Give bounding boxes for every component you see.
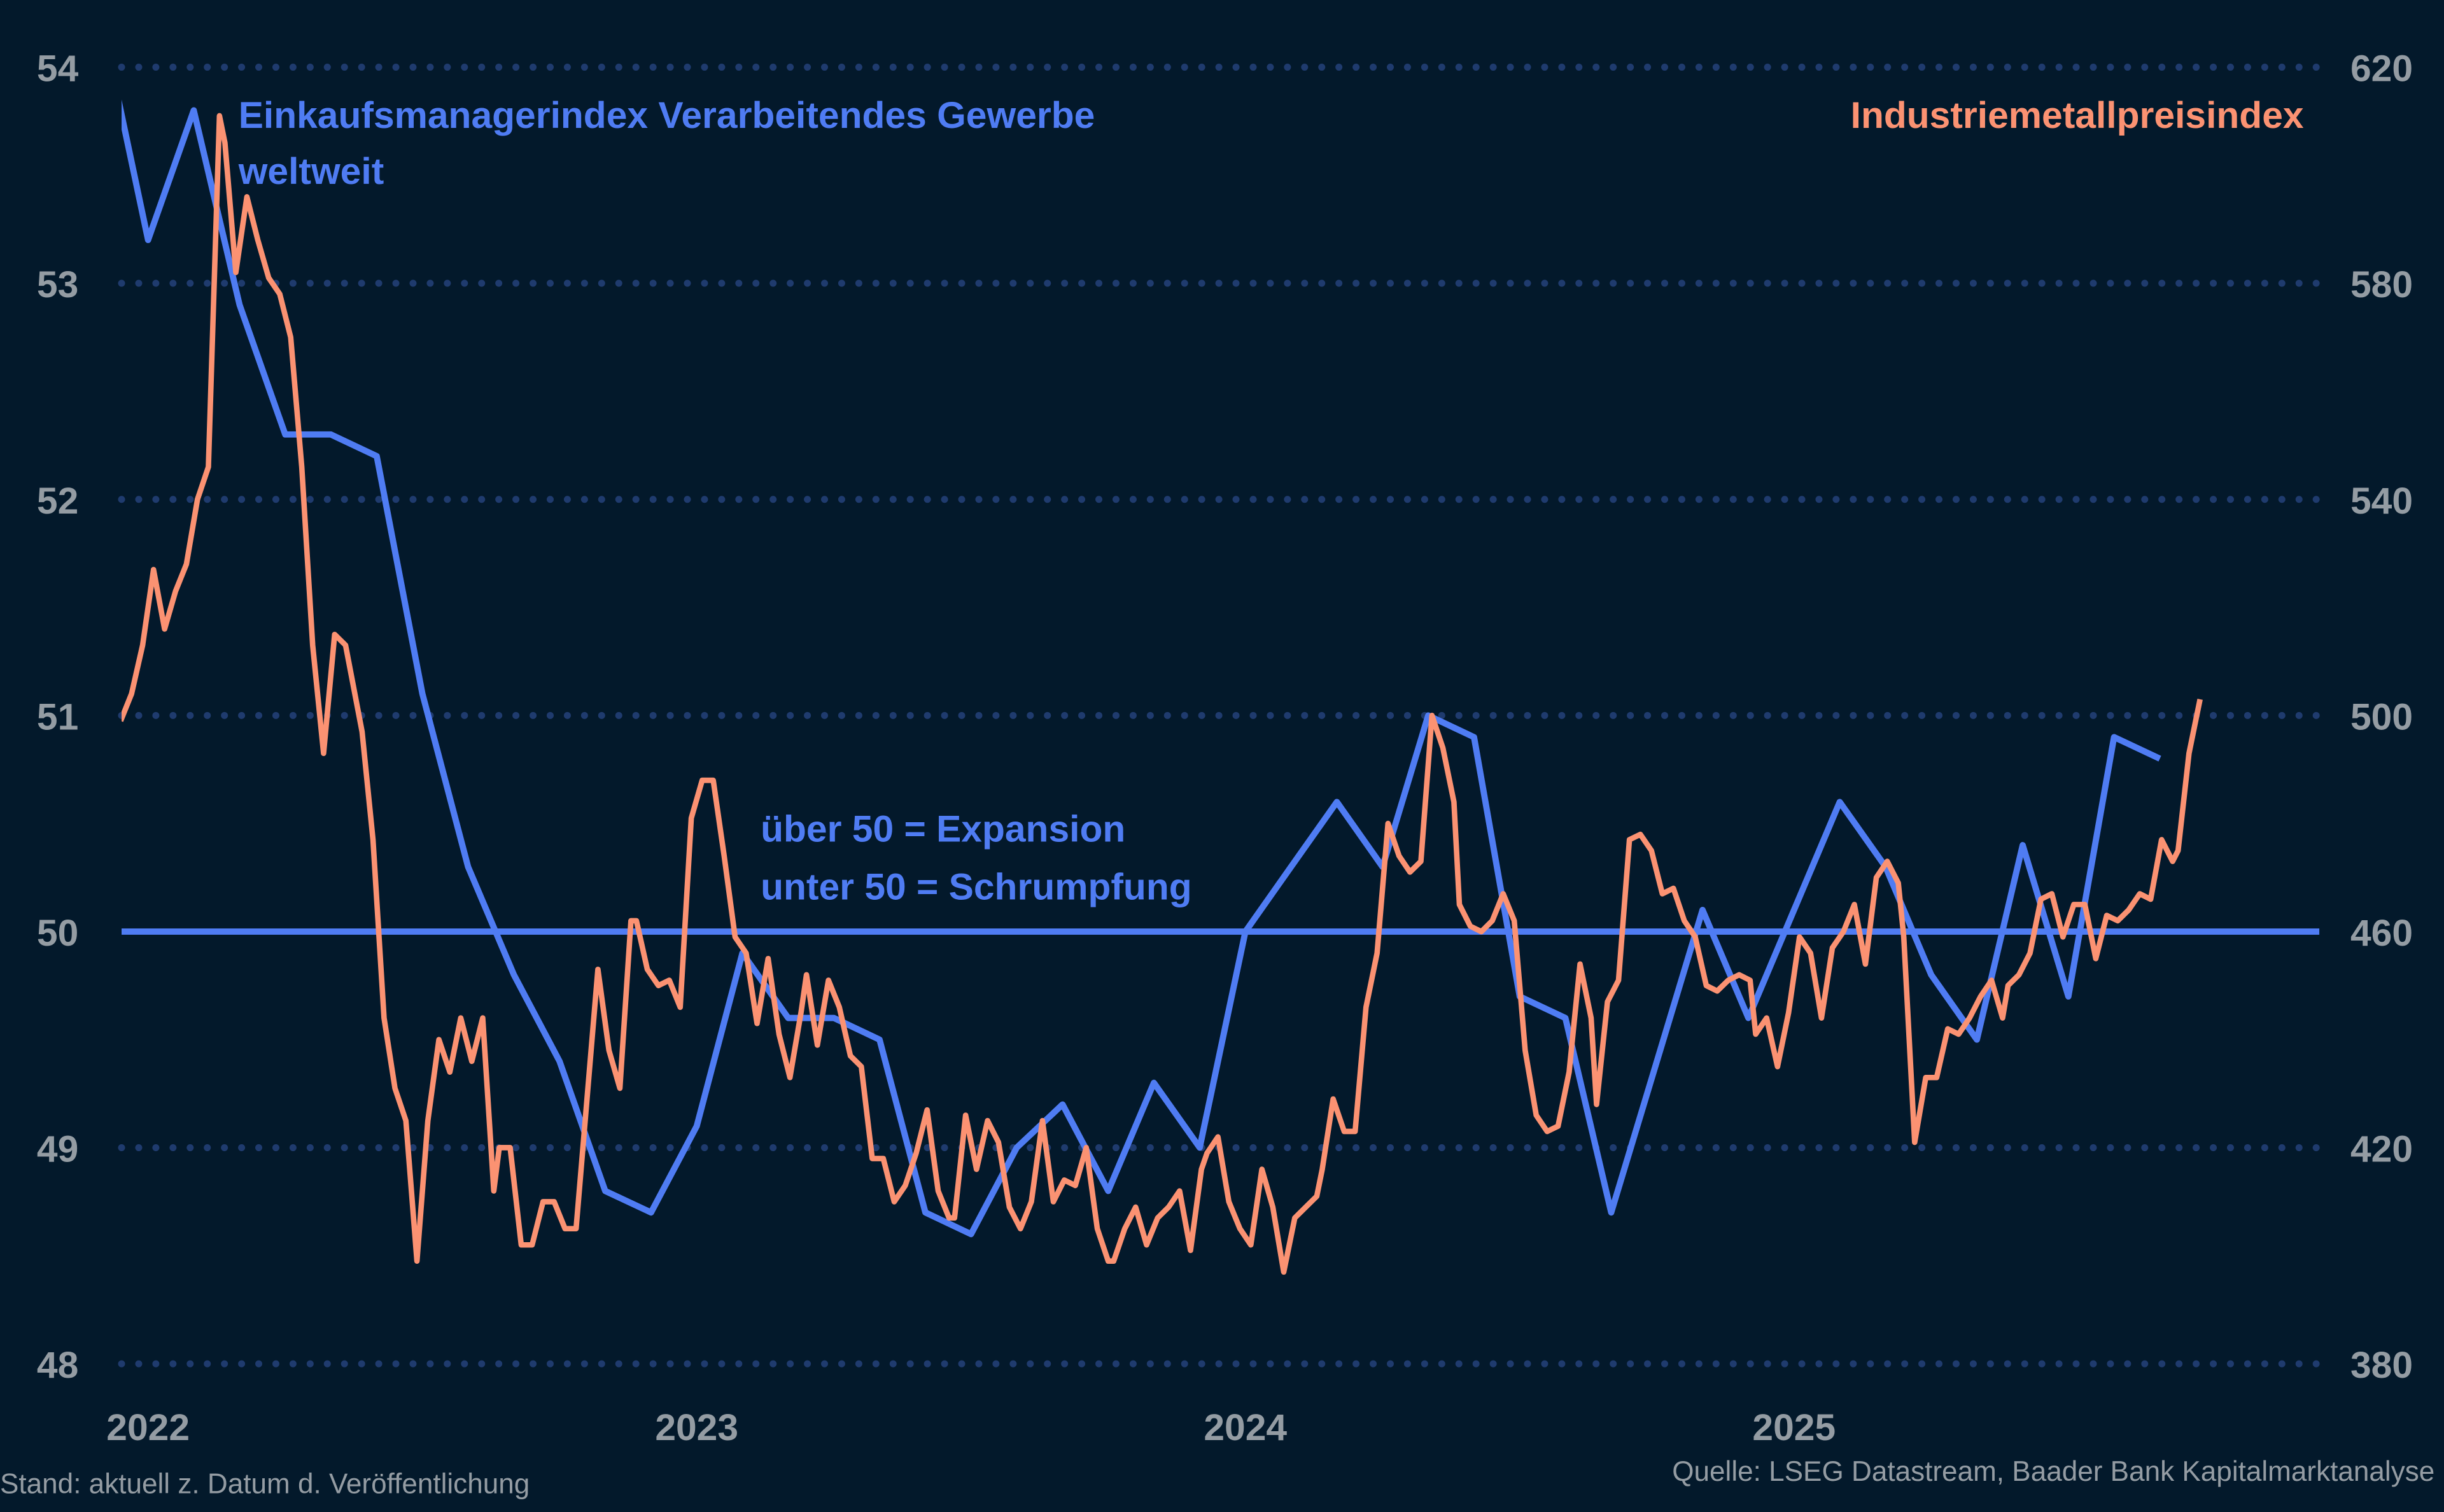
x-tick-label: 2024 [1204, 1407, 1287, 1448]
footer-source: Quelle: LSEG Datastream, Baader Bank Kap… [1672, 1456, 2434, 1487]
left-tick-label: 54 [37, 48, 79, 90]
footer-date-note: Stand: aktuell z. Datum d. Veröffentlich… [0, 1468, 530, 1499]
left-tick-label: 51 [37, 696, 78, 738]
series-line-metal-price-index [122, 113, 2203, 1275]
x-axis-ticks: 2022 2023 2024 2025 [106, 1407, 1836, 1448]
left-tick-label: 48 [37, 1345, 78, 1386]
left-axis-ticks: 48 49 50 51 52 53 54 [37, 48, 79, 1387]
annotation-contraction: unter 50 = Schrumpfung [761, 866, 1192, 907]
x-tick-label: 2025 [1752, 1407, 1836, 1448]
right-tick-label: 580 [2350, 264, 2413, 305]
left-tick-label: 53 [37, 264, 78, 305]
right-tick-label: 620 [2350, 48, 2413, 90]
series-line-pmi [122, 99, 2161, 1238]
right-tick-label: 420 [2350, 1129, 2413, 1170]
right-tick-label: 540 [2350, 480, 2413, 522]
legend-metal: Industriemetallpreisindex [1851, 95, 2304, 136]
left-tick-label: 52 [37, 480, 78, 522]
x-tick-label: 2022 [106, 1407, 190, 1448]
right-axis-ticks: 380 420 460 500 540 580 620 [2350, 48, 2413, 1387]
right-tick-label: 460 [2350, 913, 2413, 954]
x-tick-label: 2023 [655, 1407, 738, 1448]
left-tick-label: 50 [37, 913, 78, 954]
legend-pmi-line2: weltweit [238, 151, 384, 192]
right-tick-label: 500 [2350, 696, 2413, 738]
left-tick-label: 49 [37, 1129, 78, 1170]
gridlines [118, 64, 2323, 1368]
legend-pmi-line1: Einkaufsmanagerindex Verarbeitendes Gewe… [239, 95, 1095, 136]
annotation-expansion: über 50 = Expansion [761, 809, 1125, 850]
right-tick-label: 380 [2350, 1345, 2413, 1386]
